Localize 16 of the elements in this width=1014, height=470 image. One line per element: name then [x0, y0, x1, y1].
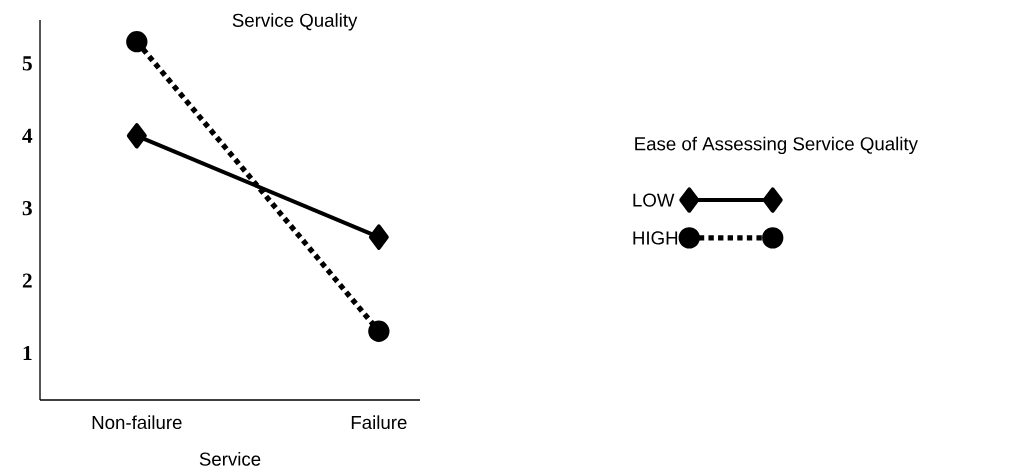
y-tick-label: 2 — [22, 273, 32, 288]
x-axis-title: Service — [199, 452, 261, 466]
legend-title: Ease of Assessing Service Quality — [635, 136, 918, 155]
y-tick-label: 4 — [22, 128, 33, 143]
legend-label: HIGH — [633, 231, 678, 245]
point — [368, 320, 390, 342]
x-tick-label: Non-failure — [92, 415, 182, 430]
y-tick-label: 1 — [23, 345, 32, 360]
y-tick-label: 5 — [22, 56, 32, 71]
y-tick-label: 3 — [22, 201, 32, 216]
x-tick-label: Failure — [351, 415, 407, 430]
y-axis-title: Service Quality — [232, 13, 358, 31]
legend-label: LOW — [633, 193, 675, 207]
point — [126, 31, 148, 53]
point — [126, 123, 147, 149]
point — [368, 224, 389, 250]
